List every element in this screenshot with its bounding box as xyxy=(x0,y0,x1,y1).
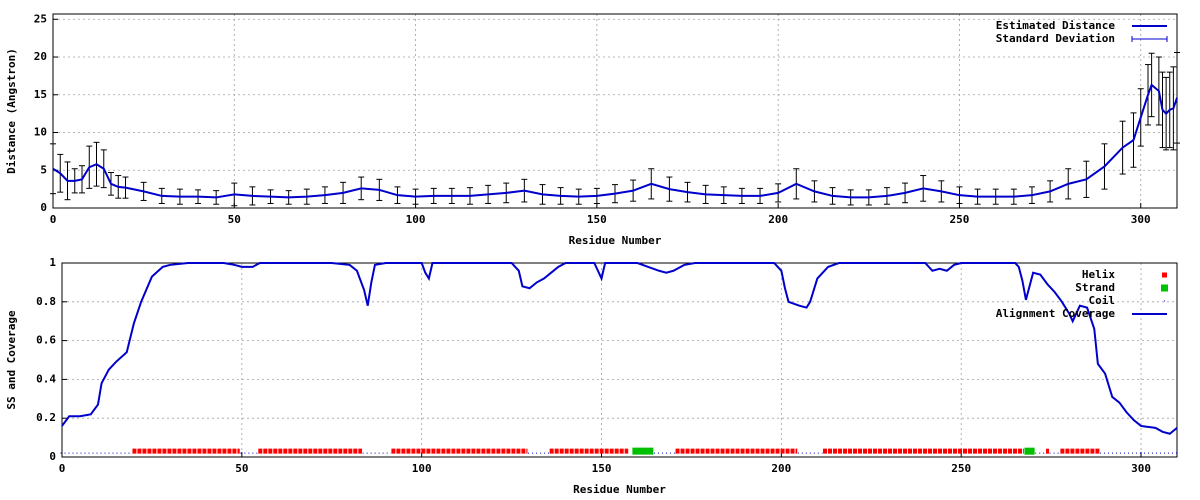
y-tick-label: 0.8 xyxy=(36,295,56,308)
y-tick-label: 0.4 xyxy=(36,372,56,385)
x-tick-label: 100 xyxy=(412,462,432,475)
legend-swatch xyxy=(1162,272,1167,278)
legend-swatch xyxy=(1161,284,1168,292)
y-tick-label: 20 xyxy=(34,50,47,63)
x-tick-label: 0 xyxy=(59,462,66,475)
legend-label: Alignment Coverage xyxy=(996,307,1116,320)
x-tick-label: 200 xyxy=(771,462,791,475)
line-series xyxy=(61,262,1178,435)
y-tick-label: 0.6 xyxy=(36,334,56,347)
x-axis-label: Residue Number xyxy=(569,234,662,247)
y-tick-label: 5 xyxy=(40,163,47,176)
legend-label: Standard Deviation xyxy=(996,32,1115,45)
y-tick-label: 15 xyxy=(34,88,47,101)
y-tick-label: 0.2 xyxy=(36,411,56,424)
y-tick-label: 0 xyxy=(49,450,56,463)
x-tick-label: 300 xyxy=(1131,213,1151,226)
legend-label: Coil xyxy=(1089,294,1116,307)
x-tick-label: 300 xyxy=(1131,462,1151,475)
legend-swatch xyxy=(1164,300,1165,302)
x-tick-label: 200 xyxy=(768,213,788,226)
y-tick-label: 25 xyxy=(34,12,47,25)
x-tick-label: 150 xyxy=(592,462,612,475)
x-tick-label: 0 xyxy=(50,213,57,226)
x-tick-label: 100 xyxy=(406,213,426,226)
legend-label: Strand xyxy=(1075,281,1115,294)
plot-frame xyxy=(61,262,1178,458)
chart: 0 50 100 150 200 250 300 0 0.2 0.4 0.6 0.8 1 Residue … xyxy=(5,256,1179,496)
x-axis-label: Residue Number xyxy=(573,483,666,496)
y-tick-label: 10 xyxy=(34,126,47,139)
y-tick-label: 1 xyxy=(49,256,56,269)
y-axis-label: SS and Coverage xyxy=(5,310,18,410)
chart: 0 50 100 150 200 250 300 0 5 10 15 20 25 Residue Numb… xyxy=(5,12,1180,247)
y-axis-label: Distance (Angstron) xyxy=(5,48,18,174)
x-tick-label: 250 xyxy=(950,213,970,226)
y-tick-label: 0 xyxy=(40,201,47,214)
x-tick-label: 50 xyxy=(235,462,248,475)
legend-label: Helix xyxy=(1082,268,1115,281)
line-series xyxy=(52,83,1178,199)
x-tick-label: 150 xyxy=(587,213,607,226)
legend-label: Estimated Distance xyxy=(996,19,1116,32)
x-tick-label: 50 xyxy=(228,213,241,226)
x-tick-label: 250 xyxy=(951,462,971,475)
